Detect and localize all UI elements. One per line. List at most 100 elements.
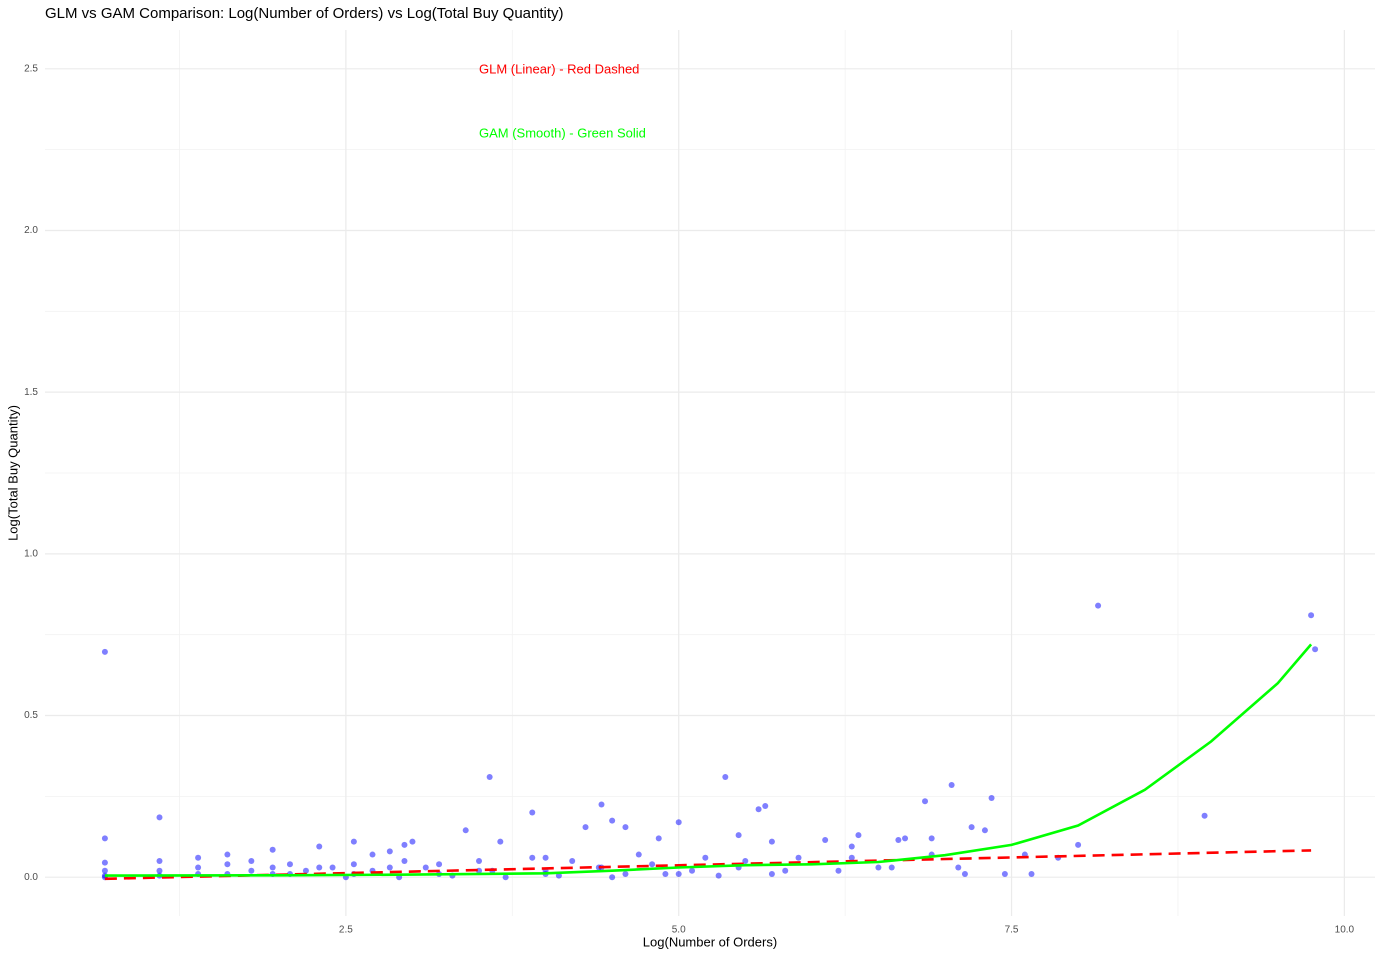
point	[195, 854, 202, 861]
point	[329, 864, 336, 871]
annotation: GLM (Linear) - Red Dashed	[479, 61, 639, 76]
point	[316, 843, 323, 850]
point	[529, 809, 536, 816]
point	[582, 824, 589, 831]
point	[655, 835, 662, 842]
point	[875, 864, 882, 871]
annotation: GAM (Smooth) - Green Solid	[479, 125, 646, 140]
point	[476, 858, 483, 865]
point	[316, 864, 323, 871]
point	[755, 806, 762, 813]
point	[609, 817, 616, 824]
point	[662, 870, 669, 877]
point	[955, 864, 962, 871]
point	[768, 838, 775, 845]
point	[1095, 602, 1102, 609]
x-tick-label: 2.5	[339, 925, 353, 936]
point	[502, 874, 509, 881]
point	[101, 835, 108, 842]
point	[1308, 612, 1315, 619]
point	[902, 835, 909, 842]
x-tick-label: 5.0	[672, 925, 686, 936]
y-tick-label: 1.5	[24, 387, 38, 398]
point	[156, 858, 163, 865]
point	[762, 803, 769, 810]
point	[422, 864, 429, 871]
point	[848, 854, 855, 861]
point	[248, 858, 255, 865]
point	[742, 858, 749, 865]
point	[350, 861, 357, 868]
point	[1201, 812, 1208, 819]
point	[622, 824, 629, 831]
point	[895, 837, 902, 844]
point	[101, 648, 108, 655]
point	[569, 858, 576, 865]
point	[497, 838, 504, 845]
point	[101, 859, 108, 866]
point	[768, 870, 775, 877]
point	[409, 838, 416, 845]
x-axis-title: Log(Number of Orders)	[643, 934, 777, 949]
y-tick-label: 2.5	[24, 63, 38, 74]
point	[722, 773, 729, 780]
point	[598, 801, 605, 808]
point	[968, 824, 975, 831]
point	[195, 864, 202, 871]
point	[888, 864, 895, 871]
point	[302, 867, 309, 874]
y-axis-title: Log(Total Buy Quantity)	[5, 405, 20, 541]
point	[156, 867, 163, 874]
x-tick-label: 10.0	[1335, 925, 1355, 936]
point	[689, 867, 696, 874]
point	[922, 798, 929, 805]
point	[248, 867, 255, 874]
point	[822, 837, 829, 844]
point	[675, 819, 682, 826]
x-tick-label: 7.5	[1005, 925, 1019, 936]
point	[675, 870, 682, 877]
point	[1001, 870, 1008, 877]
point	[735, 832, 742, 839]
point	[401, 858, 408, 865]
point	[961, 870, 968, 877]
chart-title: GLM vs GAM Comparison: Log(Number of Ord…	[45, 5, 564, 22]
point	[928, 835, 935, 842]
point	[702, 854, 709, 861]
grid	[45, 30, 1375, 916]
point	[1312, 646, 1319, 653]
point	[350, 838, 357, 845]
point	[486, 773, 493, 780]
point	[635, 851, 642, 858]
y-tick-label: 0.5	[24, 710, 38, 721]
point	[715, 872, 722, 879]
point	[609, 874, 616, 881]
point	[386, 848, 393, 855]
point	[101, 867, 108, 874]
point	[156, 814, 163, 821]
point	[269, 864, 276, 871]
point	[981, 827, 988, 834]
point	[542, 854, 549, 861]
point	[795, 854, 802, 861]
fit-line	[104, 643, 1313, 877]
point	[1028, 870, 1035, 877]
marks	[101, 602, 1319, 881]
y-tick-label: 2.0	[24, 225, 38, 236]
point	[1075, 841, 1082, 848]
point	[948, 782, 955, 789]
point	[224, 851, 231, 858]
point	[436, 861, 443, 868]
y-tick-label: 1.0	[24, 548, 38, 559]
point	[369, 851, 376, 858]
point	[269, 846, 276, 853]
point	[988, 794, 995, 801]
point	[224, 861, 231, 868]
y-tick-label: 0.0	[24, 872, 38, 883]
point	[855, 832, 862, 839]
point	[462, 827, 469, 834]
point	[649, 861, 656, 868]
point	[386, 864, 393, 871]
